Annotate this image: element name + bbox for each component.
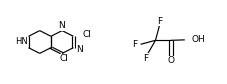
Text: O: O [168,56,174,65]
Text: N: N [58,22,64,30]
Text: F: F [157,17,162,26]
Text: N: N [76,45,83,54]
Text: HN: HN [15,37,27,47]
Text: Cl: Cl [60,54,69,63]
Text: Cl: Cl [82,30,91,39]
Text: OH: OH [192,35,205,44]
Text: F: F [143,54,148,63]
Text: F: F [132,40,138,49]
